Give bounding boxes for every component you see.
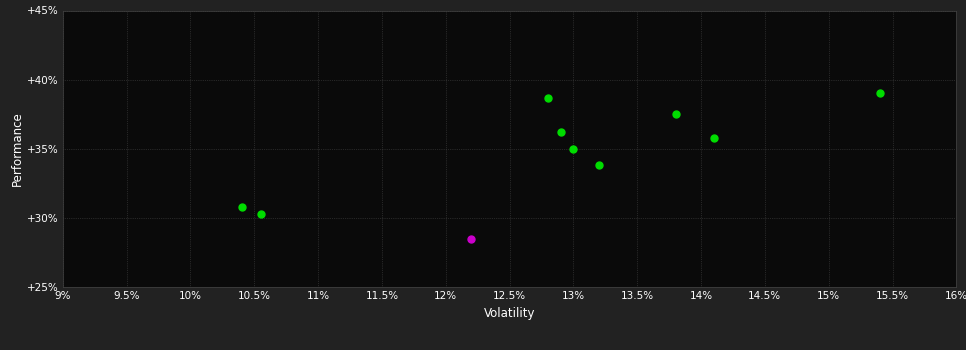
Point	[706, 135, 722, 140]
Y-axis label: Performance: Performance	[11, 111, 24, 186]
Point	[668, 111, 683, 117]
Point	[540, 95, 555, 100]
Point	[872, 91, 888, 96]
Point	[591, 162, 607, 168]
Point	[566, 146, 582, 152]
Point	[234, 204, 249, 210]
Point	[253, 211, 269, 217]
Point	[553, 130, 568, 135]
X-axis label: Volatility: Volatility	[484, 307, 535, 320]
Point	[464, 236, 479, 241]
